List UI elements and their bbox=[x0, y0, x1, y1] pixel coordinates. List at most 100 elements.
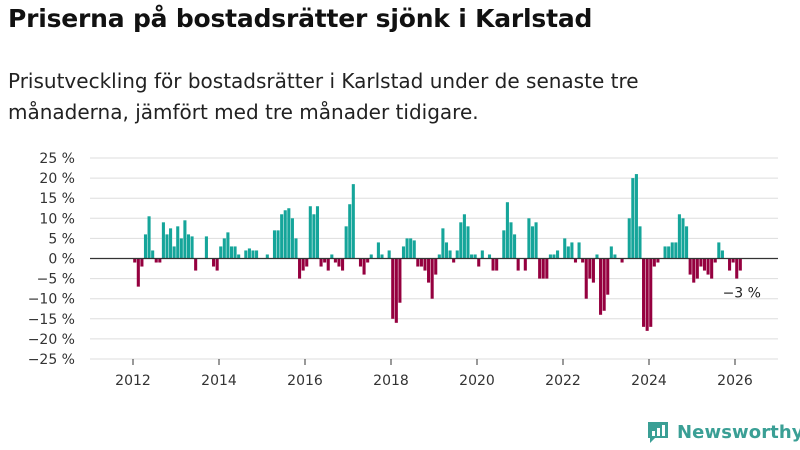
bar bbox=[401, 246, 406, 259]
y-tick-label: 0 % bbox=[48, 252, 75, 268]
bar bbox=[534, 222, 538, 259]
bar bbox=[151, 250, 155, 259]
bar bbox=[405, 238, 409, 259]
bar bbox=[287, 208, 291, 259]
chart-title: Priserna på bostadsrätter sjönk i Karlst… bbox=[8, 4, 593, 33]
bar bbox=[348, 204, 352, 259]
bar bbox=[294, 238, 298, 259]
bar bbox=[283, 210, 287, 259]
bar bbox=[341, 258, 345, 271]
bar bbox=[298, 258, 302, 279]
x-tick-label: 2024 bbox=[631, 373, 667, 389]
chart-subtitle: Prisutveckling för bostadsrätter i Karls… bbox=[8, 69, 639, 124]
bar bbox=[398, 258, 402, 303]
bar bbox=[728, 258, 732, 271]
bar bbox=[434, 258, 438, 275]
bar bbox=[713, 258, 717, 263]
bar bbox=[319, 258, 323, 267]
bar bbox=[731, 258, 735, 263]
gridlines bbox=[90, 157, 778, 360]
bar bbox=[244, 250, 248, 259]
bar bbox=[606, 258, 610, 295]
bar bbox=[226, 232, 230, 259]
bar bbox=[473, 254, 477, 259]
bar bbox=[387, 250, 391, 259]
bar bbox=[667, 246, 671, 259]
bar bbox=[394, 258, 398, 323]
bar bbox=[376, 242, 380, 259]
bar bbox=[720, 250, 724, 259]
bar bbox=[670, 242, 674, 259]
bar bbox=[627, 218, 631, 259]
bar bbox=[430, 258, 434, 299]
bar bbox=[280, 214, 284, 259]
bar bbox=[466, 226, 470, 259]
bar bbox=[530, 226, 535, 259]
bar bbox=[609, 246, 613, 259]
bar bbox=[333, 258, 337, 263]
bar bbox=[154, 258, 158, 263]
bar bbox=[685, 226, 689, 259]
bar bbox=[251, 250, 255, 259]
x-tick-label: 2020 bbox=[459, 373, 495, 389]
bar bbox=[423, 258, 427, 271]
bar bbox=[215, 258, 219, 271]
bar bbox=[351, 184, 355, 259]
bar bbox=[308, 206, 312, 259]
bar bbox=[692, 258, 696, 283]
bar bbox=[380, 254, 384, 259]
bar bbox=[613, 254, 617, 259]
bar bbox=[140, 258, 144, 267]
bar bbox=[323, 258, 327, 263]
bar bbox=[212, 258, 216, 267]
bar bbox=[702, 258, 707, 271]
bar bbox=[649, 258, 653, 327]
x-tick-label: 2016 bbox=[287, 373, 323, 389]
bar bbox=[391, 258, 395, 319]
bar bbox=[462, 214, 466, 259]
bar bbox=[642, 258, 646, 327]
bar bbox=[523, 258, 527, 271]
x-tick-label: 2018 bbox=[373, 373, 409, 389]
bar bbox=[369, 254, 373, 259]
bar bbox=[272, 230, 277, 259]
bar bbox=[495, 258, 499, 271]
bar bbox=[161, 222, 165, 259]
bar bbox=[409, 238, 413, 259]
bar bbox=[706, 258, 710, 275]
bar bbox=[566, 246, 570, 259]
bar bbox=[491, 258, 495, 271]
bar bbox=[538, 258, 542, 279]
bar bbox=[735, 258, 739, 279]
bar bbox=[362, 258, 366, 275]
bar bbox=[255, 250, 259, 259]
bar bbox=[487, 254, 492, 259]
y-tick-label: 5 % bbox=[48, 231, 75, 247]
bar bbox=[416, 258, 420, 267]
x-tick-label: 2022 bbox=[545, 373, 581, 389]
bar bbox=[645, 258, 649, 331]
bar bbox=[194, 258, 198, 271]
bar bbox=[190, 236, 194, 259]
y-tick-label: −15 % bbox=[28, 312, 75, 328]
bar bbox=[237, 254, 241, 259]
bar bbox=[591, 258, 595, 283]
y-tick-label: 25 % bbox=[39, 151, 75, 167]
x-tick-label: 2026 bbox=[717, 373, 753, 389]
bar bbox=[312, 214, 316, 259]
bar bbox=[527, 218, 531, 259]
bar bbox=[448, 250, 452, 259]
bar bbox=[169, 228, 173, 259]
bar bbox=[545, 258, 549, 279]
bar bbox=[695, 258, 699, 279]
bar bbox=[222, 238, 226, 259]
bar bbox=[452, 258, 456, 263]
y-axis-ticks: 25 % 20 % 15 % 10 % 5 % 0 % −5 % −10 % −15 % −20 … bbox=[28, 151, 75, 368]
bar bbox=[455, 250, 459, 259]
bar bbox=[677, 214, 681, 259]
bar bbox=[581, 258, 585, 263]
newsworthy-logo-icon bbox=[648, 422, 668, 443]
bar bbox=[265, 254, 269, 259]
bar bbox=[552, 254, 556, 259]
bar bbox=[204, 236, 208, 259]
